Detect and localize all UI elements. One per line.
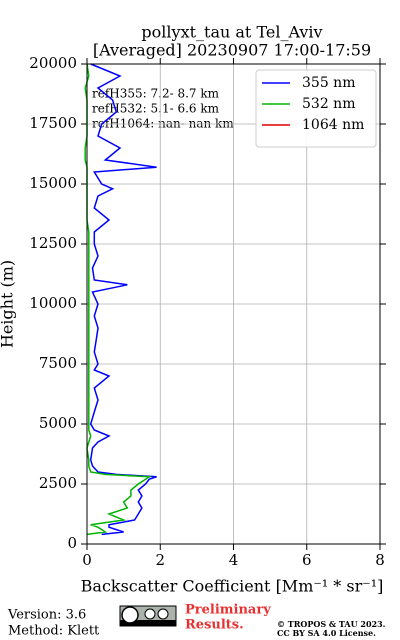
preliminary: Preliminary <box>185 603 271 618</box>
y-tick-label: 20000 <box>29 54 77 72</box>
x-tick-label: 4 <box>229 551 239 569</box>
copyright: © TROPOS & TAU 2023. <box>277 619 386 629</box>
x-tick-label: 0 <box>82 551 92 569</box>
annotation: refH355: 7.2- 8.7 km <box>92 87 220 101</box>
y-tick-label: 15000 <box>29 174 77 192</box>
y-tick-label: 0 <box>67 534 77 552</box>
legend-label: 355 nm <box>302 75 355 91</box>
x-tick-label: 2 <box>155 551 165 569</box>
y-tick-label: 17500 <box>29 114 77 132</box>
legend-label: 1064 nm <box>302 117 364 133</box>
x-axis-label: Backscatter Coefficient [Mm⁻¹ * sr⁻¹] <box>81 577 384 596</box>
legend-label: 532 nm <box>302 96 355 112</box>
method: Method: Klett <box>8 624 100 639</box>
y-tick-label: 12500 <box>29 234 77 252</box>
y-axis-label: Height (m) <box>0 260 17 348</box>
chart-title: pollyxt_tau at Tel_Aviv <box>141 23 322 42</box>
series-line <box>89 63 157 536</box>
legend-box <box>255 69 377 148</box>
version: Version: 3.6 <box>7 608 86 623</box>
y-tick-label: 5000 <box>39 414 77 432</box>
plot-frame <box>86 63 381 545</box>
y-tick-label: 10000 <box>29 294 77 312</box>
annotation: refH532: 5.1- 6.6 km <box>92 102 220 116</box>
x-tick-label: 6 <box>302 551 312 569</box>
chart-subtitle: [Averaged] 20230907 17:00-17:59 <box>93 41 371 60</box>
copyright: CC BY SA 4.0 License. <box>277 628 376 638</box>
y-tick-label: 2500 <box>39 474 77 492</box>
annotation: refH1064: nan- nan km <box>92 117 234 131</box>
preliminary: Results. <box>185 618 244 633</box>
x-tick-label: 8 <box>375 551 385 569</box>
y-tick-label: 7500 <box>39 354 77 372</box>
cc-logo <box>119 605 177 627</box>
series-line <box>84 63 152 536</box>
